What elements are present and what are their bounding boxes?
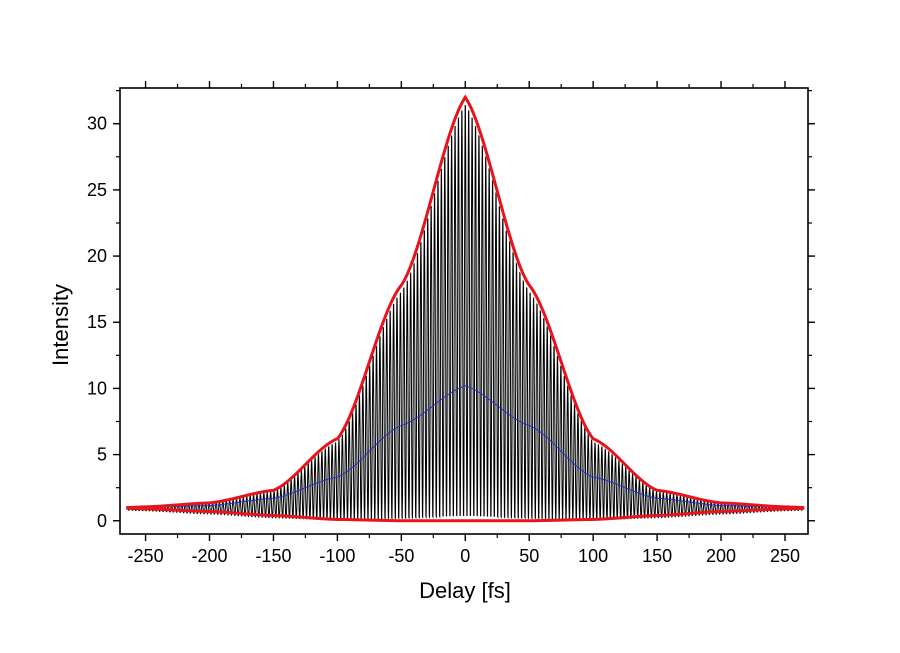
plot-area [125,94,805,523]
x-tick-label: -250 [128,546,164,566]
y-tick-label: 20 [87,246,107,266]
x-tick-label: -150 [255,546,291,566]
x-tick-label: 200 [706,546,736,566]
y-axis-label: Intensity [48,284,73,366]
series-average-curve [126,385,805,509]
y-tick-label: 15 [87,312,107,332]
x-axis-label: Delay [fs] [419,578,511,603]
x-tick-label: 250 [770,546,800,566]
x-tick-label: -200 [192,546,228,566]
y-tick-label: 30 [87,114,107,134]
y-tick-label: 0 [97,511,107,531]
series-lower-envelope [126,506,805,523]
x-tick-label: 150 [642,546,672,566]
x-tick-label: 50 [519,546,539,566]
x-tick-label: 100 [578,546,608,566]
series-upper-envelope [126,94,805,510]
x-tick-label: 0 [460,546,470,566]
series-fringe-trace [125,104,805,521]
plot-frame [119,87,809,535]
axis-ticks: -250 -200 -150 -100 -50 0 50 100 150 200 250 0 5 10 15… [87,81,815,566]
y-tick-label: 25 [87,180,107,200]
x-tick-label: -50 [388,546,414,566]
x-tick-label: -100 [319,546,355,566]
y-tick-label: 5 [97,445,107,465]
y-tick-label: 10 [87,378,107,398]
